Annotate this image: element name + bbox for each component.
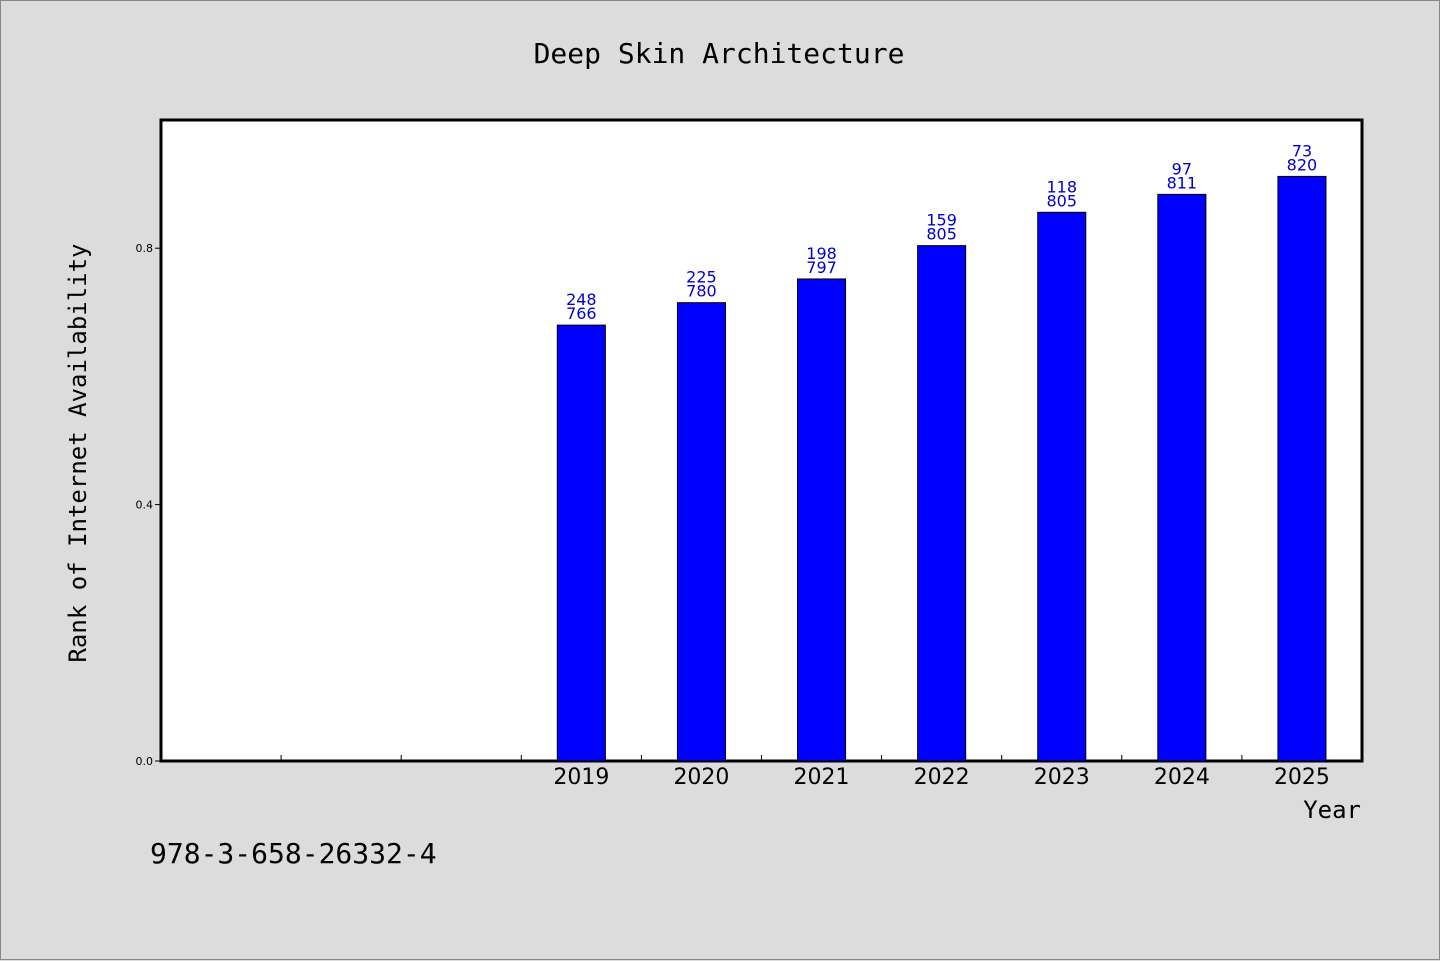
y-tick-label: 0.8 xyxy=(136,242,154,255)
x-tick-label: 2024 xyxy=(1154,765,1210,790)
bar-label-bottom: 766 xyxy=(566,304,597,323)
chart-title: Deep Skin Architecture xyxy=(534,37,905,70)
y-axis-label: Rank of Internet Availability xyxy=(64,243,92,662)
bar-label-bottom: 811 xyxy=(1167,173,1198,192)
y-tick-label: 0.4 xyxy=(136,499,154,512)
bar-label-top: 248 xyxy=(566,290,597,309)
x-tick-label: 2019 xyxy=(553,765,609,790)
bar-series xyxy=(556,175,1327,762)
bar xyxy=(917,245,967,762)
x-axis-label: Year xyxy=(1303,796,1361,824)
y-tick-label: 0.0 xyxy=(136,755,154,768)
x-tick-label: 2021 xyxy=(794,765,850,790)
bar-label-top: 97 xyxy=(1172,159,1192,178)
bar xyxy=(1037,211,1087,762)
bar-label-bottom: 797 xyxy=(806,258,837,277)
bar-label-top: 225 xyxy=(686,268,717,287)
bar-label-bottom: 805 xyxy=(1046,191,1077,210)
x-axis: 2019 2020 2021 2022 2023 2024 2025 xyxy=(280,755,1330,790)
isbn-label: 978-3-658-26332-4 xyxy=(150,837,437,870)
x-tick-label: 2023 xyxy=(1034,765,1090,790)
y-axis: 0.0 0.4 0.8 xyxy=(136,242,161,768)
bar xyxy=(1157,193,1207,762)
x-tick-label: 2025 xyxy=(1274,765,1330,790)
bar xyxy=(676,302,726,762)
x-tick-label: 2020 xyxy=(673,765,729,790)
bar-label-bottom: 780 xyxy=(686,282,717,301)
bar xyxy=(556,324,606,762)
bar-label-top: 159 xyxy=(926,211,957,230)
bar xyxy=(797,278,847,762)
bar-label-bottom: 820 xyxy=(1287,155,1318,174)
bar-label-top: 118 xyxy=(1046,177,1077,196)
bar-label-bottom: 805 xyxy=(926,225,957,244)
x-tick-label: 2022 xyxy=(914,765,970,790)
bar-label-top: 73 xyxy=(1292,141,1312,160)
bar xyxy=(1277,175,1327,762)
bar-label-top: 198 xyxy=(806,244,837,263)
